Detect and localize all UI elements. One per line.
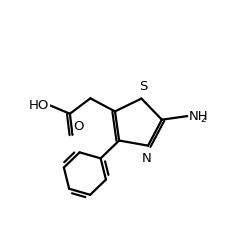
Text: O: O [73, 120, 84, 133]
Text: 2: 2 [200, 115, 206, 124]
Text: S: S [139, 80, 147, 93]
Text: N: N [141, 152, 151, 164]
Text: NH: NH [188, 110, 208, 123]
Text: HO: HO [29, 98, 49, 111]
